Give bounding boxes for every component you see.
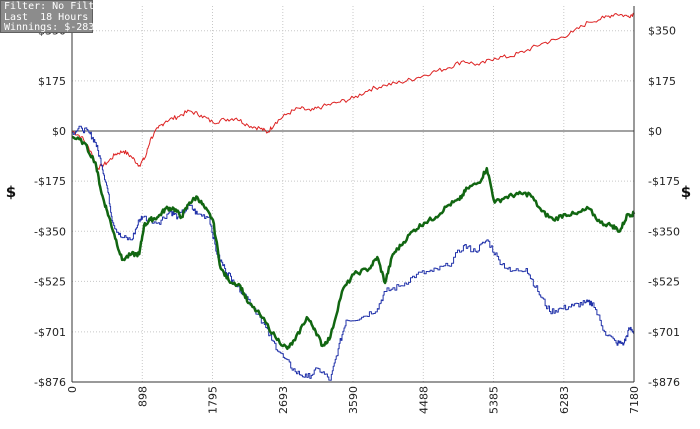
series-lines bbox=[71, 12, 636, 381]
grid-lines bbox=[71, 6, 635, 383]
y-axis-label-right: $ bbox=[681, 183, 691, 201]
x-tick-label: 3590 bbox=[347, 386, 360, 414]
y-tick-label-right: $350 bbox=[648, 25, 676, 38]
x-tick-label: 7180 bbox=[628, 386, 641, 414]
x-tick-label: 4488 bbox=[417, 386, 430, 414]
filter-text: Filter: No Filter bbox=[4, 1, 107, 12]
x-tick-label: 1795 bbox=[207, 386, 220, 414]
axis-ticks: $350$350$175$175$0$0-$175-$175-$350-$350… bbox=[34, 25, 680, 414]
y-tick-label-right: -$701 bbox=[648, 326, 680, 339]
period-text: Last 18 Hours bbox=[4, 11, 89, 23]
winnings-text: Winnings: $-283.92 bbox=[4, 22, 113, 33]
x-tick-label: 2693 bbox=[277, 386, 290, 414]
info-box: Filter: No Filter Last 18 Hours Winnings… bbox=[0, 0, 113, 33]
x-tick-label: 6283 bbox=[558, 386, 571, 414]
y-tick-label-left: -$876 bbox=[34, 376, 66, 389]
x-tick-label: 0 bbox=[66, 386, 79, 393]
y-tick-label-left: -$701 bbox=[34, 326, 66, 339]
x-tick-label: 5385 bbox=[488, 386, 501, 414]
y-axis-label-left: $ bbox=[6, 183, 16, 201]
y-tick-label-right: $175 bbox=[648, 75, 676, 88]
y-tick-label-right: -$525 bbox=[648, 275, 680, 288]
y-tick-label-right: -$876 bbox=[648, 376, 680, 389]
y-tick-label-left: -$350 bbox=[34, 225, 66, 238]
y-tick-label-right: -$175 bbox=[648, 175, 680, 188]
series-line-1 bbox=[71, 12, 635, 171]
y-tick-label-left: -$525 bbox=[34, 275, 66, 288]
y-tick-label-right: $0 bbox=[648, 125, 662, 138]
y-tick-label-right: -$350 bbox=[648, 225, 680, 238]
y-tick-label-left: $175 bbox=[38, 75, 66, 88]
x-tick-label: 898 bbox=[136, 386, 149, 407]
series-line-2 bbox=[72, 125, 635, 381]
y-tick-label-left: $0 bbox=[52, 125, 66, 138]
series-line-3 bbox=[71, 135, 636, 351]
y-tick-label-left: -$175 bbox=[34, 175, 66, 188]
